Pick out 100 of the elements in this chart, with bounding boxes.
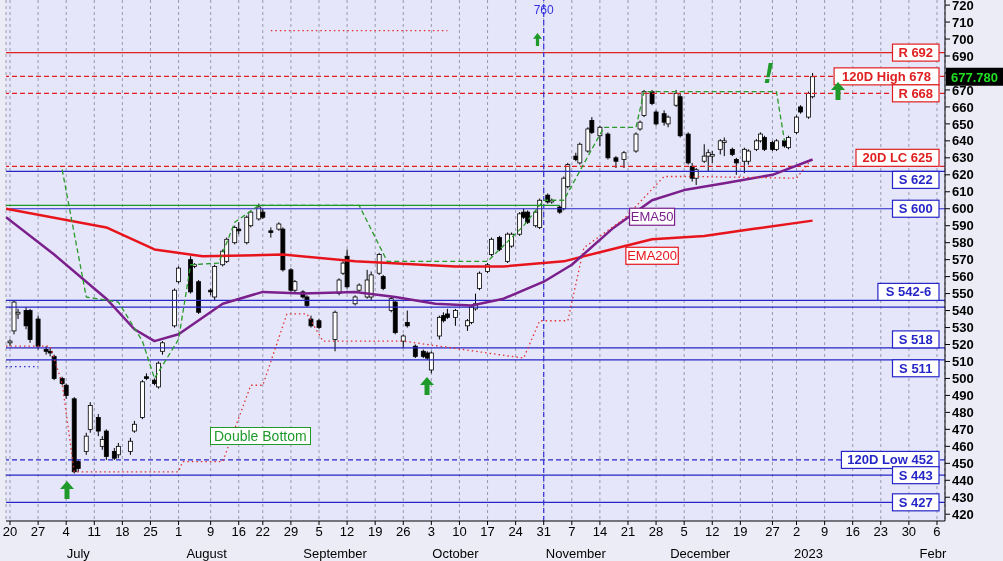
- candlestick: [7, 338, 13, 347]
- x-tick-label: 19: [367, 524, 383, 540]
- ref-line-label: 20D LC 625: [862, 150, 933, 166]
- ref-line-label: 760: [533, 3, 555, 17]
- candlestick: [613, 155, 619, 169]
- x-tick-label: 5: [680, 524, 688, 540]
- ref-line-label: 120D High 678: [842, 68, 931, 84]
- y-tick-label: 550: [952, 286, 974, 302]
- ref-line-label: S 427: [898, 494, 933, 510]
- x-tick-label: 18: [115, 524, 130, 540]
- y-tick-label: 590: [952, 218, 974, 234]
- y-tick-label: 640: [952, 133, 974, 149]
- y-tick-label: 600: [952, 201, 974, 217]
- candlestick: [489, 237, 494, 257]
- x2-tick-label: Febr: [919, 546, 947, 561]
- y-tick-label: 480: [952, 405, 974, 420]
- y-tick-label: 720: [952, 0, 974, 13]
- candlestick: [232, 225, 238, 245]
- x-tick-label: 26: [396, 524, 411, 540]
- ref-line-label: 120D Low 452: [847, 452, 934, 468]
- x-tick-label: 14: [592, 524, 608, 540]
- line-series: [6, 158, 814, 343]
- y-tick-label: 650: [952, 116, 974, 132]
- x-tick-label: 30: [901, 524, 917, 540]
- series-label: EMA200: [627, 248, 677, 264]
- x2-tick-label: October: [432, 546, 480, 561]
- y-tick-label: 420: [952, 506, 974, 522]
- candlestick: [621, 150, 627, 169]
- x-tick-label: 16: [231, 524, 246, 540]
- x2-tick-label: November: [545, 546, 607, 561]
- x-tick-label: 12: [705, 524, 720, 540]
- y-tick-label: 470: [952, 421, 974, 437]
- y-tick-label: 520: [952, 337, 974, 353]
- candlestick: [368, 271, 374, 301]
- ref-line-label: S 622: [898, 172, 933, 188]
- candlestick: [436, 315, 442, 340]
- x-tick-label: 20: [2, 524, 18, 540]
- candlestick: [605, 131, 611, 161]
- candlestick: [641, 89, 647, 118]
- x2-tick-label: July: [66, 546, 91, 561]
- y-tick-label: 710: [952, 14, 974, 30]
- x-tick-label: 27: [765, 524, 780, 540]
- x-tick-label: 27: [30, 524, 46, 540]
- x-tick-label: 2: [792, 524, 801, 540]
- x2-tick-label: 2023: [794, 546, 824, 561]
- candlestick: [51, 354, 57, 381]
- candlestick: [156, 360, 161, 390]
- line-series: [6, 207, 814, 268]
- x-tick-label: 29: [283, 524, 299, 540]
- x-tick-label: 1: [174, 524, 183, 540]
- x-tick-label: 25: [143, 524, 158, 540]
- x-tick-label: 28: [648, 524, 664, 540]
- x-tick-label: 23: [873, 524, 889, 540]
- candlestick: [794, 114, 799, 135]
- candlestick: [477, 271, 482, 291]
- ref-line-label: S 600: [898, 201, 933, 217]
- x-tick-label: 17: [480, 524, 495, 540]
- ref-line-label: S 443: [898, 467, 933, 483]
- x-tick-label: 6: [933, 524, 941, 540]
- y-tick-label: 620: [952, 167, 974, 183]
- y-tick-label: 460: [952, 438, 974, 454]
- series-label: EMA50: [630, 209, 674, 225]
- x-tick-label: 5: [315, 524, 323, 540]
- ref-line-label: S 511: [899, 360, 933, 376]
- ref-line-label: R 692: [898, 45, 934, 61]
- candlestick: [95, 413, 101, 437]
- y-tick-label: 580: [952, 235, 974, 251]
- candlestick: [87, 401, 93, 434]
- candlestick: [633, 131, 639, 154]
- candlestick: [83, 432, 89, 456]
- x-tick-label: 24: [508, 524, 523, 540]
- y-tick-label: 610: [952, 184, 974, 200]
- x-tick-label: 22: [255, 524, 271, 540]
- y-tick-label: 500: [952, 371, 974, 387]
- y-tick-label: 670: [952, 82, 974, 98]
- y-tick-label: 560: [952, 269, 974, 285]
- y-tick-label: 440: [952, 472, 974, 488]
- y-tick-label: 540: [952, 303, 974, 319]
- x2-tick-label: September: [303, 546, 368, 561]
- y-tick-label: 690: [952, 48, 974, 64]
- candlestick: [43, 345, 49, 356]
- ref-line-label: S 542-6: [885, 284, 932, 300]
- x-tick-label: 21: [620, 524, 636, 540]
- x-tick-label: 3: [427, 524, 435, 540]
- y-tick-label: 450: [952, 455, 974, 471]
- line-series: [6, 162, 810, 473]
- x-tick-label: 9: [821, 524, 829, 540]
- y-tick-label: 700: [952, 31, 974, 47]
- x-tick-label: 9: [207, 524, 215, 540]
- x-tick-label: 7: [568, 524, 576, 540]
- y-tick-label: 660: [952, 99, 974, 115]
- annotation: Double Bottom: [210, 427, 311, 445]
- y-tick-label: 430: [952, 489, 974, 505]
- x-tick-label: 10: [452, 524, 467, 540]
- y-tick-label: 570: [952, 252, 974, 268]
- text: 677.780: [951, 69, 998, 85]
- x2-tick-label: August: [186, 546, 228, 561]
- y-tick-label: 530: [952, 320, 974, 336]
- x-tick-label: 16: [845, 524, 860, 540]
- x-tick-label: 4: [62, 524, 70, 540]
